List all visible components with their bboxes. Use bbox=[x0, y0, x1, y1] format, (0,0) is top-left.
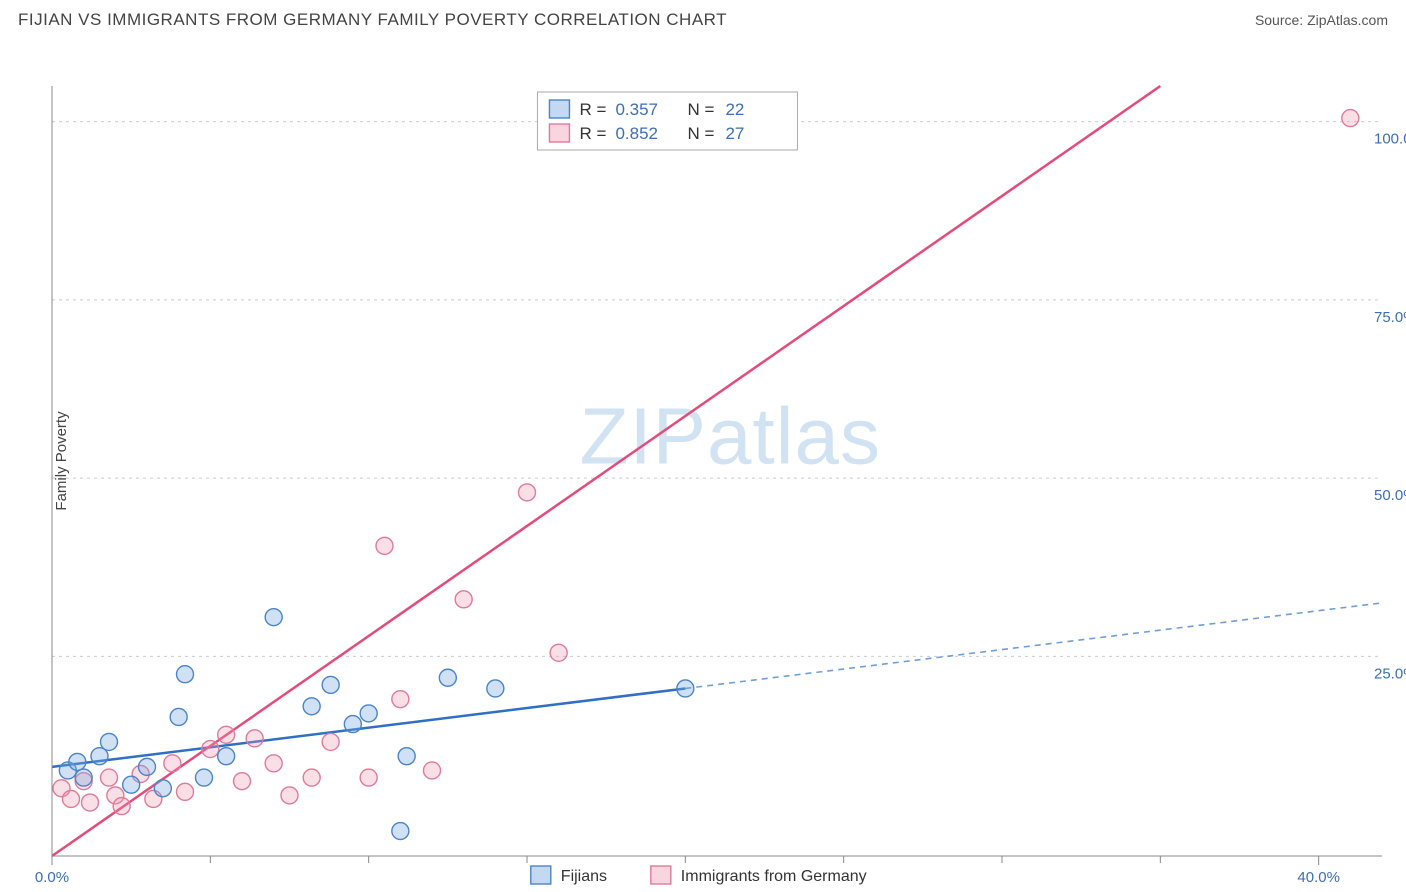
data-point-germany bbox=[265, 755, 282, 772]
legend-r-value-germany: 0.852 bbox=[615, 124, 658, 143]
chart-title: FIJIAN VS IMMIGRANTS FROM GERMANY FAMILY… bbox=[18, 10, 727, 30]
data-point-germany bbox=[303, 769, 320, 786]
legend-n-label: N = bbox=[687, 124, 714, 143]
data-point-fijians bbox=[170, 708, 187, 725]
data-point-fijians bbox=[177, 666, 194, 683]
data-point-germany bbox=[281, 787, 298, 804]
data-point-germany bbox=[392, 691, 409, 708]
bottom-swatch-germany bbox=[651, 866, 671, 884]
data-point-germany bbox=[360, 769, 377, 786]
data-point-germany bbox=[424, 762, 441, 779]
data-point-fijians bbox=[265, 609, 282, 626]
trend-line-germany bbox=[52, 86, 1160, 856]
data-point-germany bbox=[202, 741, 219, 758]
data-point-germany bbox=[1342, 110, 1359, 127]
data-point-fijians bbox=[218, 748, 235, 765]
data-point-germany bbox=[455, 591, 472, 608]
data-point-fijians bbox=[139, 758, 156, 775]
source-attribution: Source: ZipAtlas.com bbox=[1255, 12, 1388, 28]
data-point-fijians bbox=[344, 716, 361, 733]
data-point-germany bbox=[246, 730, 263, 747]
watermark: ZIPatlas bbox=[580, 391, 881, 480]
data-point-fijians bbox=[75, 769, 92, 786]
x-tick-label: 0.0% bbox=[35, 869, 69, 886]
data-point-germany bbox=[63, 790, 80, 807]
legend-swatch-germany bbox=[549, 124, 569, 142]
data-point-fijians bbox=[123, 776, 140, 793]
legend-r-label: R = bbox=[579, 124, 606, 143]
legend-n-label: N = bbox=[687, 100, 714, 119]
legend-r-value-fijians: 0.357 bbox=[615, 100, 658, 119]
data-point-germany bbox=[234, 773, 251, 790]
legend-r-label: R = bbox=[579, 100, 606, 119]
y-tick-label: 75.0% bbox=[1374, 309, 1406, 326]
bottom-label-fijians: Fijians bbox=[561, 868, 607, 885]
data-point-germany bbox=[550, 644, 567, 661]
y-tick-label: 25.0% bbox=[1374, 665, 1406, 682]
data-point-fijians bbox=[677, 680, 694, 697]
data-point-germany bbox=[519, 484, 536, 501]
data-point-germany bbox=[218, 726, 235, 743]
data-point-germany bbox=[113, 798, 130, 815]
y-tick-label: 50.0% bbox=[1374, 487, 1406, 504]
legend-n-value-germany: 27 bbox=[725, 124, 744, 143]
data-point-fijians bbox=[398, 748, 415, 765]
data-point-germany bbox=[322, 733, 339, 750]
data-point-germany bbox=[177, 783, 194, 800]
legend-n-value-fijians: 22 bbox=[725, 100, 744, 119]
stats-legend-box bbox=[537, 92, 797, 150]
data-point-fijians bbox=[69, 753, 86, 770]
data-point-fijians bbox=[101, 733, 118, 750]
trend-line-fijians-extrapolated bbox=[685, 603, 1382, 689]
bottom-label-germany: Immigrants from Germany bbox=[681, 868, 867, 885]
trend-line-fijians bbox=[52, 688, 685, 766]
data-point-fijians bbox=[322, 676, 339, 693]
x-tick-label: 40.0% bbox=[1297, 869, 1340, 886]
data-point-fijians bbox=[439, 669, 456, 686]
y-tick-label: 100.0% bbox=[1374, 131, 1406, 148]
data-point-fijians bbox=[303, 698, 320, 715]
data-point-germany bbox=[82, 794, 99, 811]
data-point-fijians bbox=[154, 780, 171, 797]
data-point-fijians bbox=[487, 680, 504, 697]
data-point-fijians bbox=[392, 823, 409, 840]
chart-svg: ZIPatlas 0.0% 40.0% 25.0% 50.0% 75.0% 100.0% R … bbox=[0, 36, 1406, 886]
data-point-germany bbox=[164, 755, 181, 772]
chart-area: Family Poverty ZIPatlas 0.0% 40.0% 25.0% 50.… bbox=[0, 36, 1406, 886]
data-point-germany bbox=[101, 769, 118, 786]
data-point-fijians bbox=[360, 705, 377, 722]
legend-swatch-fijians bbox=[549, 100, 569, 118]
data-point-germany bbox=[376, 537, 393, 554]
y-axis-label: Family Poverty bbox=[53, 411, 70, 510]
bottom-swatch-fijians bbox=[531, 866, 551, 884]
data-point-fijians bbox=[196, 769, 213, 786]
